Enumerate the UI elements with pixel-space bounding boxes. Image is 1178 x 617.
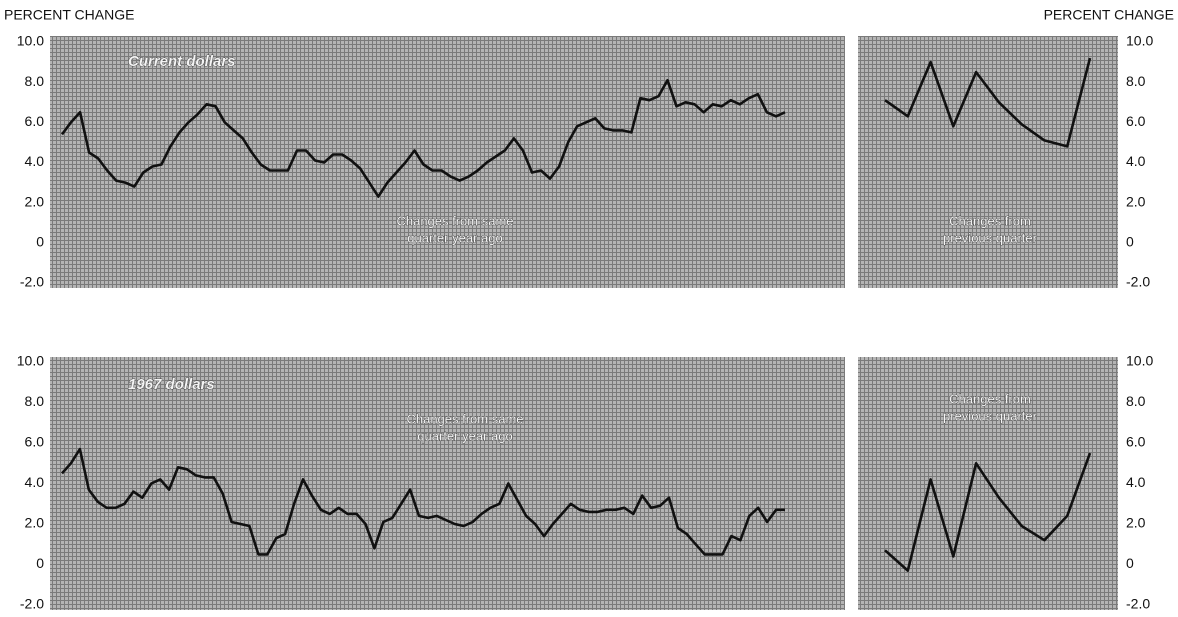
- y-tick-label: 10.0: [1126, 353, 1153, 369]
- annotation: previous quarter: [943, 230, 1038, 245]
- y-tick-label: 0: [1126, 555, 1134, 571]
- y-tick-label: 2.0: [1126, 193, 1146, 209]
- annotation: previous quarter: [943, 408, 1038, 423]
- y-tick-label: -2.0: [1126, 274, 1150, 290]
- y-tick-label: -2.0: [20, 596, 44, 612]
- y-tick-label: 4.0: [1126, 153, 1146, 169]
- y-tick-label: 4.0: [25, 153, 45, 169]
- annotation: Changes from: [949, 391, 1031, 406]
- y-tick-label: 4.0: [25, 474, 45, 490]
- line: [884, 57, 1092, 148]
- plot-area: [50, 36, 845, 288]
- y-tick-label: 8.0: [25, 393, 45, 409]
- plot-area: [50, 357, 845, 610]
- y-tick-label: 2.0: [25, 515, 45, 531]
- y-tick-label: -2.0: [1126, 596, 1150, 612]
- y-tick-label: 2.0: [1126, 515, 1146, 531]
- y-axis-label: PERCENT CHANGE: [1044, 7, 1174, 23]
- y-tick-label: 10.0: [17, 353, 44, 369]
- y-tick-label: 10.0: [17, 33, 44, 49]
- annotation: quarter year ago: [417, 428, 512, 443]
- panel-label: 1967 dollars: [128, 376, 215, 393]
- annotation: quarter year ago: [407, 230, 502, 245]
- annotation: Changes from same: [406, 411, 523, 426]
- panel-label: Current dollars: [128, 53, 236, 70]
- y-tick-label: 0: [36, 555, 44, 571]
- annotation: Changes from: [949, 213, 1031, 228]
- line: [60, 78, 786, 198]
- y-tick-label: 8.0: [25, 73, 45, 89]
- y-axis-label: PERCENT CHANGE: [4, 7, 134, 23]
- y-tick-label: 8.0: [1126, 73, 1146, 89]
- y-tick-label: 6.0: [25, 434, 45, 450]
- line: [884, 452, 1092, 572]
- y-tick-label: 6.0: [1126, 434, 1146, 450]
- y-tick-label: 6.0: [1126, 113, 1146, 129]
- y-tick-label: 0: [36, 234, 44, 250]
- y-tick-label: -2.0: [20, 274, 44, 290]
- y-tick-label: 10.0: [1126, 33, 1153, 49]
- y-tick-label: 8.0: [1126, 393, 1146, 409]
- y-tick-label: 4.0: [1126, 474, 1146, 490]
- y-tick-label: 6.0: [25, 113, 45, 129]
- plot-area: [858, 36, 1118, 288]
- y-tick-label: 2.0: [25, 193, 45, 209]
- line: [61, 447, 785, 556]
- y-tick-label: 0: [1126, 234, 1134, 250]
- annotation: Changes from same: [396, 213, 513, 228]
